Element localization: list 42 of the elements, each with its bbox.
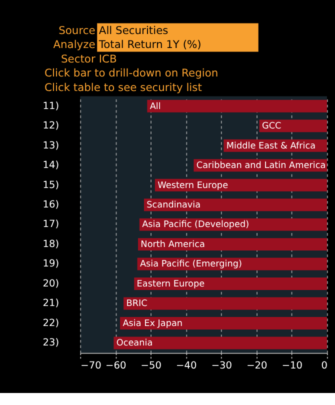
text: 11) (42, 100, 60, 112)
text: 14) (42, 160, 60, 172)
y-tick-label: Asia Pacific (Emerging) (140, 260, 242, 270)
y-tick-label: Asia Ex Japan (122, 318, 183, 329)
chart-title: Click bar to drill-down on Region (44, 66, 218, 80)
y-tick-label: Middle East & Africa (226, 141, 316, 152)
x-tick-label: −30 (211, 360, 232, 372)
x-tick-label: −20 (246, 360, 268, 372)
text: 12) (42, 120, 60, 132)
y-tick-label: Western Europe (158, 180, 228, 191)
text: 19) (42, 258, 60, 270)
text: Source (58, 24, 96, 37)
y-tick-label: Asia Pacific (Developed) (142, 220, 250, 230)
text: Sector (60, 52, 96, 66)
x-tick-label: −70 (80, 360, 102, 372)
text: ICB (98, 52, 117, 66)
y-tick-label: BRIC (126, 299, 148, 310)
text: 16) (42, 200, 60, 210)
text: All Securities (98, 24, 169, 37)
y-tick-label: Caribbean and Latin America (196, 161, 326, 172)
chart-subtitle: Click table to see security list (44, 80, 202, 94)
y-tick-label: All (150, 102, 161, 112)
text: 15) (42, 180, 60, 191)
text: 17) (42, 219, 60, 230)
x-tick-label: −50 (140, 360, 162, 372)
y-tick-label: North America (140, 240, 205, 250)
text: 23) (42, 338, 60, 349)
x-tick-label: −60 (106, 360, 126, 372)
x-tick-label: 0 (321, 360, 328, 372)
x-tick-label: −40 (176, 360, 197, 372)
text: 21) (42, 298, 60, 310)
y-tick-label: Oceania (116, 338, 153, 349)
text: 22) (42, 318, 60, 329)
y-tick-label: Scandinavia (146, 200, 201, 210)
x-tick-label: −10 (282, 360, 303, 372)
text: Total Return 1Y (%) (98, 38, 202, 52)
text: Analyze (53, 38, 96, 52)
text: 18) (42, 238, 60, 250)
text: 20) (42, 278, 60, 290)
text: 13) (42, 140, 60, 152)
y-tick-label: GCC (262, 122, 282, 132)
y-tick-label: Eastern Europe (136, 279, 205, 290)
